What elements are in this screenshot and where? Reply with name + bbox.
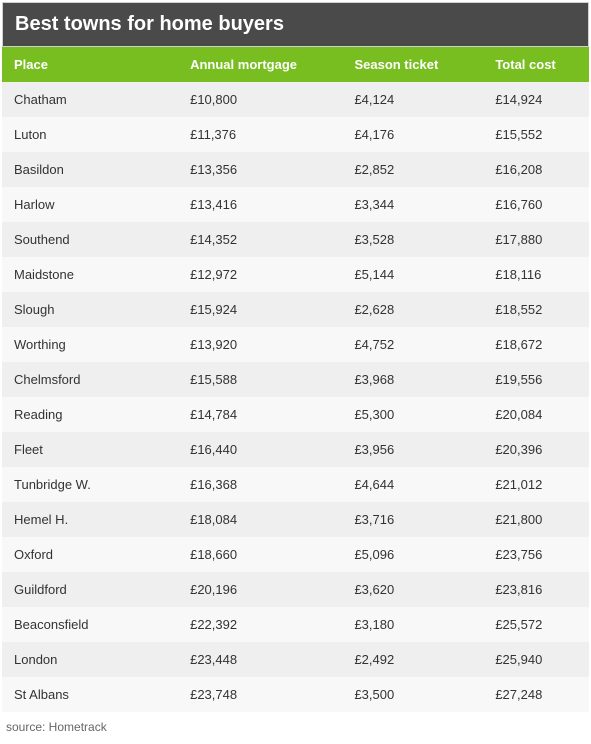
table-cell: £25,572 [483,607,589,642]
table-row: London£23,448£2,492£25,940 [2,642,589,677]
table-cell: £18,084 [178,502,342,537]
table-cell: £14,352 [178,222,342,257]
table-row: St Albans£23,748£3,500£27,248 [2,677,589,712]
table-row: Luton£11,376£4,176£15,552 [2,117,589,152]
table-cell: £21,012 [483,467,589,502]
table-cell: £16,208 [483,152,589,187]
table-cell: £5,144 [342,257,483,292]
table-cell: Beaconsfield [2,607,178,642]
table-cell: St Albans [2,677,178,712]
table-cell: Chatham [2,82,178,117]
table-cell: £15,552 [483,117,589,152]
table-row: Beaconsfield£22,392£3,180£25,572 [2,607,589,642]
table-cell: £4,644 [342,467,483,502]
header-row: Place Annual mortgage Season ticket Tota… [2,47,589,82]
table-cell: £2,852 [342,152,483,187]
table-cell: £23,756 [483,537,589,572]
table-cell: £18,660 [178,537,342,572]
table-cell: £3,344 [342,187,483,222]
table-cell: Maidstone [2,257,178,292]
table-row: Chelmsford£15,588£3,968£19,556 [2,362,589,397]
table-cell: £3,620 [342,572,483,607]
table-row: Slough£15,924£2,628£18,552 [2,292,589,327]
table-cell: £13,416 [178,187,342,222]
table-row: Southend£14,352£3,528£17,880 [2,222,589,257]
table-row: Maidstone£12,972£5,144£18,116 [2,257,589,292]
table-cell: London [2,642,178,677]
table-cell: £20,396 [483,432,589,467]
table-cell: £11,376 [178,117,342,152]
table-cell: £20,196 [178,572,342,607]
table-cell: £15,924 [178,292,342,327]
table-row: Fleet£16,440£3,956£20,396 [2,432,589,467]
table-row: Basildon£13,356£2,852£16,208 [2,152,589,187]
table-cell: £23,816 [483,572,589,607]
table-cell: Oxford [2,537,178,572]
col-header-total: Total cost [483,47,589,82]
table-cell: Slough [2,292,178,327]
table-row: Tunbridge W.£16,368£4,644£21,012 [2,467,589,502]
table-cell: £3,528 [342,222,483,257]
table-cell: £4,124 [342,82,483,117]
table-cell: £16,368 [178,467,342,502]
table-cell: £27,248 [483,677,589,712]
table-cell: £2,492 [342,642,483,677]
table-cell: £3,716 [342,502,483,537]
table-cell: £13,920 [178,327,342,362]
table-row: Chatham£10,800£4,124£14,924 [2,82,589,117]
table-cell: Reading [2,397,178,432]
table-cell: £4,176 [342,117,483,152]
table-cell: £15,588 [178,362,342,397]
table-cell: £14,784 [178,397,342,432]
col-header-ticket: Season ticket [342,47,483,82]
table-cell: Basildon [2,152,178,187]
source-text: source: Hometrack [2,712,589,742]
table-cell: £18,116 [483,257,589,292]
table-row: Guildford£20,196£3,620£23,816 [2,572,589,607]
table-cell: £3,180 [342,607,483,642]
table-cell: Worthing [2,327,178,362]
table-cell: Chelmsford [2,362,178,397]
table-cell: £10,800 [178,82,342,117]
table-cell: Tunbridge W. [2,467,178,502]
table-cell: £5,096 [342,537,483,572]
table-cell: Harlow [2,187,178,222]
table-cell: £3,500 [342,677,483,712]
table-row: Harlow£13,416£3,344£16,760 [2,187,589,222]
table-cell: £13,356 [178,152,342,187]
table-row: Reading£14,784£5,300£20,084 [2,397,589,432]
table-cell: £12,972 [178,257,342,292]
table-cell: £5,300 [342,397,483,432]
table-cell: £20,084 [483,397,589,432]
table-cell: £4,752 [342,327,483,362]
table-row: Oxford£18,660£5,096£23,756 [2,537,589,572]
table-cell: Guildford [2,572,178,607]
table-cell: £14,924 [483,82,589,117]
table-cell: £17,880 [483,222,589,257]
table-container: Best towns for home buyers Place Annual … [0,0,591,744]
table-cell: £16,760 [483,187,589,222]
table-cell: Southend [2,222,178,257]
table-cell: Luton [2,117,178,152]
table-cell: £3,968 [342,362,483,397]
table-cell: £18,552 [483,292,589,327]
table-cell: £3,956 [342,432,483,467]
page-title: Best towns for home buyers [2,2,589,47]
table-cell: £19,556 [483,362,589,397]
data-table: Place Annual mortgage Season ticket Tota… [2,47,589,712]
table-row: Worthing£13,920£4,752£18,672 [2,327,589,362]
table-cell: £22,392 [178,607,342,642]
table-cell: £2,628 [342,292,483,327]
table-cell: Fleet [2,432,178,467]
col-header-mortgage: Annual mortgage [178,47,342,82]
table-cell: £21,800 [483,502,589,537]
table-row: Hemel H.£18,084£3,716£21,800 [2,502,589,537]
table-cell: £23,448 [178,642,342,677]
table-cell: Hemel H. [2,502,178,537]
table-cell: £25,940 [483,642,589,677]
table-cell: £18,672 [483,327,589,362]
table-cell: £23,748 [178,677,342,712]
table-cell: £16,440 [178,432,342,467]
col-header-place: Place [2,47,178,82]
